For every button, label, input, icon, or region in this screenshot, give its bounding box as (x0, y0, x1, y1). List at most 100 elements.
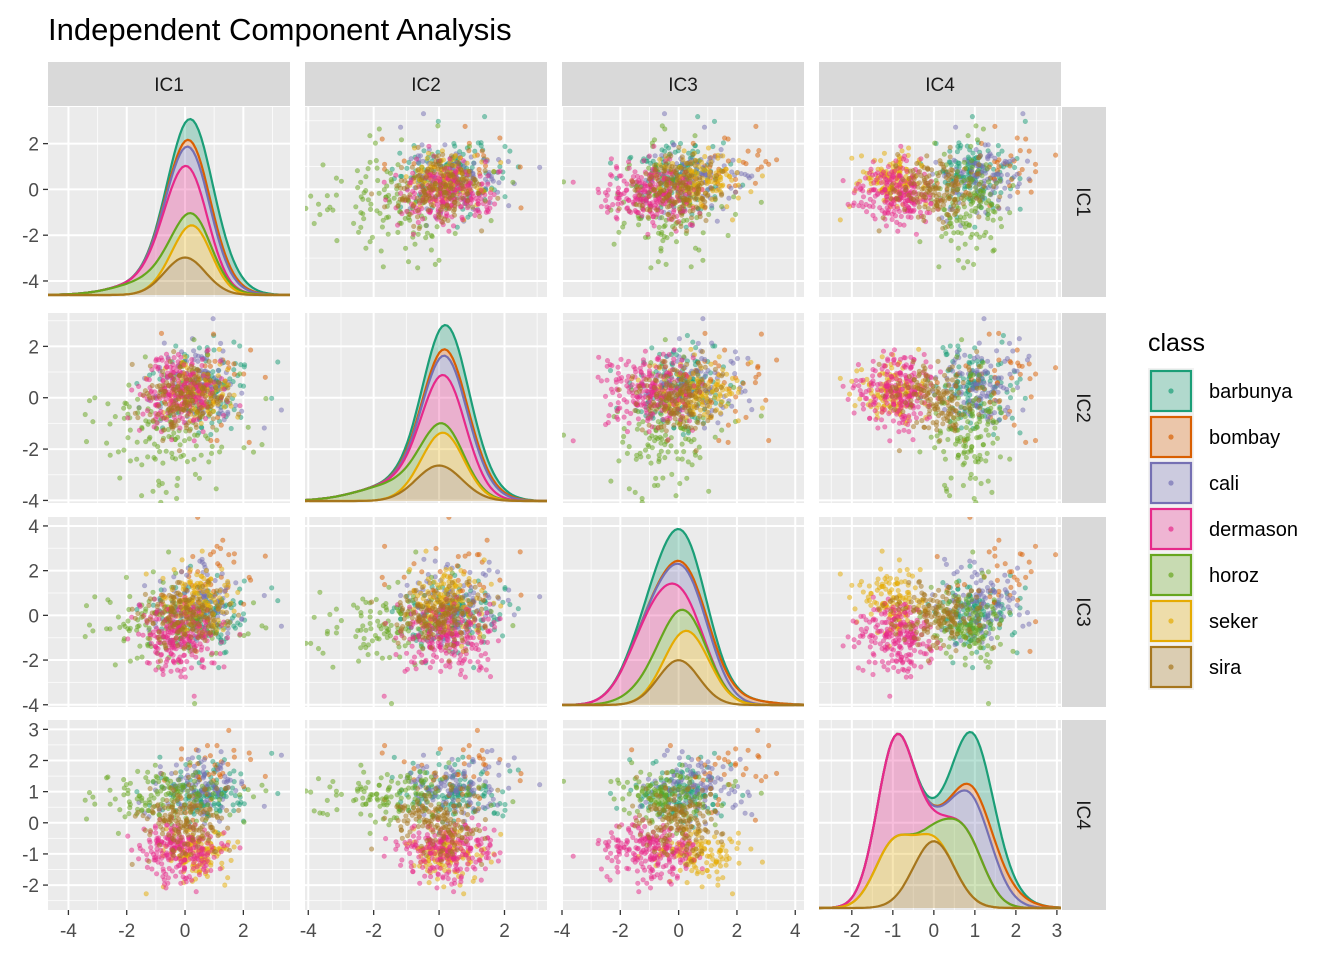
data-point (188, 363, 195, 370)
data-point (686, 173, 693, 179)
data-point (606, 205, 612, 211)
data-point (997, 194, 1003, 200)
data-point (173, 343, 179, 349)
data-point (398, 185, 404, 191)
data-point (149, 383, 155, 389)
data-point (604, 377, 610, 383)
data-point (428, 247, 435, 253)
data-point (652, 153, 658, 159)
data-point (753, 123, 759, 129)
data-point (663, 181, 669, 187)
data-point (207, 377, 213, 383)
data-point (705, 367, 711, 374)
data-point (644, 410, 650, 416)
data-point (640, 362, 646, 368)
data-point (943, 230, 949, 237)
data-point (433, 154, 439, 160)
data-point (496, 180, 502, 186)
data-point (669, 198, 675, 204)
data-point (369, 191, 375, 197)
data-point (403, 245, 409, 251)
data-point (616, 387, 622, 393)
data-point (125, 435, 131, 441)
data-point (629, 382, 635, 388)
data-point (680, 431, 686, 438)
data-point (943, 174, 950, 181)
data-point (701, 425, 708, 431)
data-point (456, 177, 462, 183)
data-point (175, 395, 182, 402)
data-point (684, 379, 690, 385)
data-point (90, 419, 96, 425)
data-point (607, 181, 613, 187)
data-point (353, 204, 359, 210)
data-point (725, 158, 732, 164)
data-point (934, 203, 940, 209)
data-point (231, 371, 237, 377)
data-point (991, 184, 997, 190)
data-point (202, 376, 208, 383)
data-point (961, 159, 967, 165)
data-point (449, 186, 456, 192)
data-point (382, 161, 388, 167)
data-point (743, 414, 749, 421)
data-point (911, 189, 917, 196)
data-point (231, 392, 237, 398)
data-point (734, 377, 740, 384)
data-point (673, 449, 680, 455)
panel-ic2-ic4 (819, 313, 1061, 503)
data-point (208, 450, 215, 457)
data-point (187, 397, 193, 404)
data-point (669, 410, 675, 416)
data-point (988, 153, 994, 159)
data-point (635, 377, 641, 383)
data-point (230, 379, 236, 385)
data-point (976, 234, 983, 240)
data-point (1017, 148, 1023, 154)
data-point (161, 340, 167, 346)
data-point (198, 452, 204, 458)
data-point (406, 159, 412, 165)
data-point (150, 395, 156, 401)
data-point (188, 408, 194, 414)
data-point (660, 475, 666, 481)
data-point (1032, 437, 1039, 444)
data-point (193, 443, 199, 449)
data-point (442, 189, 448, 195)
data-point (159, 480, 165, 487)
data-point (951, 157, 957, 163)
data-point (160, 377, 166, 383)
data-point (147, 372, 153, 378)
data-point (459, 182, 465, 188)
data-point (395, 203, 401, 209)
data-point (656, 364, 662, 370)
data-point (725, 439, 731, 446)
data-point (877, 158, 884, 164)
data-point (152, 456, 158, 462)
data-point (570, 179, 576, 185)
density-area-dermason (48, 165, 290, 295)
data-point (452, 204, 458, 210)
data-point (218, 340, 224, 347)
data-point (665, 417, 671, 424)
data-point (500, 175, 506, 181)
data-point (171, 423, 177, 430)
data-point (595, 374, 601, 380)
density-line-sira (48, 256, 290, 297)
data-point (205, 436, 211, 442)
data-point (1017, 376, 1023, 382)
data-point (610, 202, 616, 208)
data-point (214, 399, 220, 405)
data-point (189, 356, 195, 363)
data-point (159, 368, 166, 375)
data-point (420, 216, 426, 222)
data-point (646, 422, 652, 428)
data-point (661, 233, 667, 240)
data-point (237, 371, 243, 377)
data-point (263, 396, 269, 402)
data-point (681, 449, 687, 455)
data-point (135, 415, 141, 421)
data-point (872, 171, 879, 177)
data-point (671, 347, 677, 353)
data-point (437, 207, 444, 213)
